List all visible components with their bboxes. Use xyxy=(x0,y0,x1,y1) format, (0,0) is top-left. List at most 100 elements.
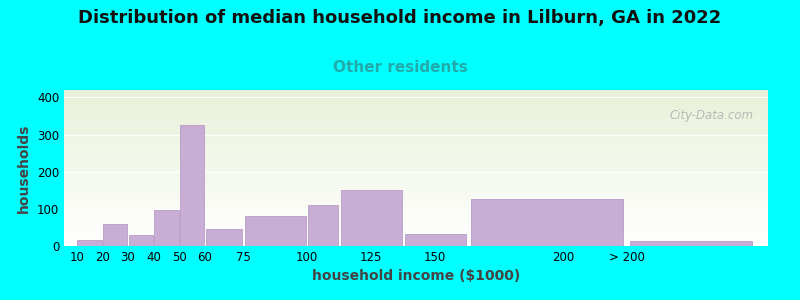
Bar xyxy=(78,240,102,246)
Bar xyxy=(64,120,768,121)
Bar xyxy=(64,168,768,169)
Bar xyxy=(64,185,768,186)
Bar xyxy=(64,171,768,172)
Bar xyxy=(154,210,178,246)
Bar xyxy=(64,180,768,181)
Bar xyxy=(64,107,768,108)
Bar xyxy=(64,108,768,109)
Bar xyxy=(64,183,768,184)
Bar xyxy=(64,210,768,211)
Bar xyxy=(64,204,768,205)
Text: Other residents: Other residents xyxy=(333,60,467,75)
Bar xyxy=(64,114,768,115)
Bar xyxy=(64,106,768,107)
Bar xyxy=(64,129,768,130)
Bar xyxy=(64,136,768,137)
Bar xyxy=(64,94,768,95)
Bar xyxy=(64,139,768,140)
Bar xyxy=(64,170,768,171)
Bar xyxy=(64,239,768,240)
Bar xyxy=(64,199,768,200)
Bar xyxy=(64,102,768,103)
Bar xyxy=(64,124,768,125)
Bar xyxy=(64,151,768,152)
Bar xyxy=(64,234,768,235)
Bar xyxy=(64,197,768,198)
Bar xyxy=(64,101,768,102)
Bar xyxy=(64,216,768,217)
Bar xyxy=(64,175,768,176)
Bar xyxy=(64,141,768,142)
Bar xyxy=(64,209,768,210)
Bar xyxy=(64,117,768,118)
Bar xyxy=(64,223,768,224)
Bar xyxy=(64,174,768,175)
Bar xyxy=(64,145,768,146)
Bar xyxy=(64,201,768,202)
Bar xyxy=(64,142,768,143)
Bar xyxy=(64,229,768,230)
Bar xyxy=(64,207,768,208)
Bar xyxy=(64,112,768,113)
Bar xyxy=(64,100,768,101)
Bar xyxy=(64,153,768,154)
Bar xyxy=(64,125,768,126)
Bar xyxy=(64,116,768,117)
Bar xyxy=(64,103,768,104)
Bar xyxy=(64,228,768,229)
Bar xyxy=(64,126,768,127)
Bar xyxy=(64,188,768,189)
Bar xyxy=(64,165,768,166)
Bar xyxy=(64,154,768,155)
X-axis label: household income ($1000): household income ($1000) xyxy=(312,269,520,284)
Bar xyxy=(64,119,768,120)
Bar xyxy=(64,176,768,177)
Bar xyxy=(64,226,768,227)
Bar xyxy=(64,230,768,231)
Bar xyxy=(64,164,768,165)
Bar xyxy=(64,190,768,191)
Bar xyxy=(64,211,768,212)
Bar xyxy=(64,95,768,96)
Bar xyxy=(64,242,768,243)
Bar xyxy=(64,162,768,163)
Bar xyxy=(64,178,768,179)
Bar xyxy=(64,148,768,149)
Bar xyxy=(64,224,768,225)
Bar xyxy=(64,96,768,97)
Bar xyxy=(64,133,768,134)
Bar xyxy=(405,234,466,246)
Bar xyxy=(64,166,768,167)
Bar xyxy=(64,222,768,223)
Bar xyxy=(64,192,768,193)
Bar xyxy=(64,173,768,174)
Bar xyxy=(64,157,768,158)
Bar xyxy=(64,186,768,187)
Bar xyxy=(64,134,768,135)
Bar xyxy=(64,128,768,129)
Bar xyxy=(64,92,768,93)
Bar xyxy=(64,194,768,195)
Bar xyxy=(64,245,768,246)
Bar xyxy=(64,232,768,233)
Bar xyxy=(64,113,768,114)
Bar xyxy=(64,221,768,222)
Bar xyxy=(64,244,768,245)
Bar xyxy=(64,198,768,199)
Bar xyxy=(64,181,768,182)
Bar xyxy=(64,206,768,207)
Bar xyxy=(64,208,768,209)
Bar xyxy=(64,179,768,180)
Bar xyxy=(64,243,768,244)
Bar xyxy=(64,121,768,122)
Bar xyxy=(64,217,768,218)
Bar xyxy=(64,122,768,123)
Bar xyxy=(64,160,768,161)
Bar xyxy=(64,110,768,111)
Bar xyxy=(64,218,768,219)
Bar xyxy=(64,132,768,133)
Bar xyxy=(64,235,768,236)
Bar xyxy=(64,184,768,185)
Bar xyxy=(64,225,768,226)
Bar xyxy=(64,131,768,132)
